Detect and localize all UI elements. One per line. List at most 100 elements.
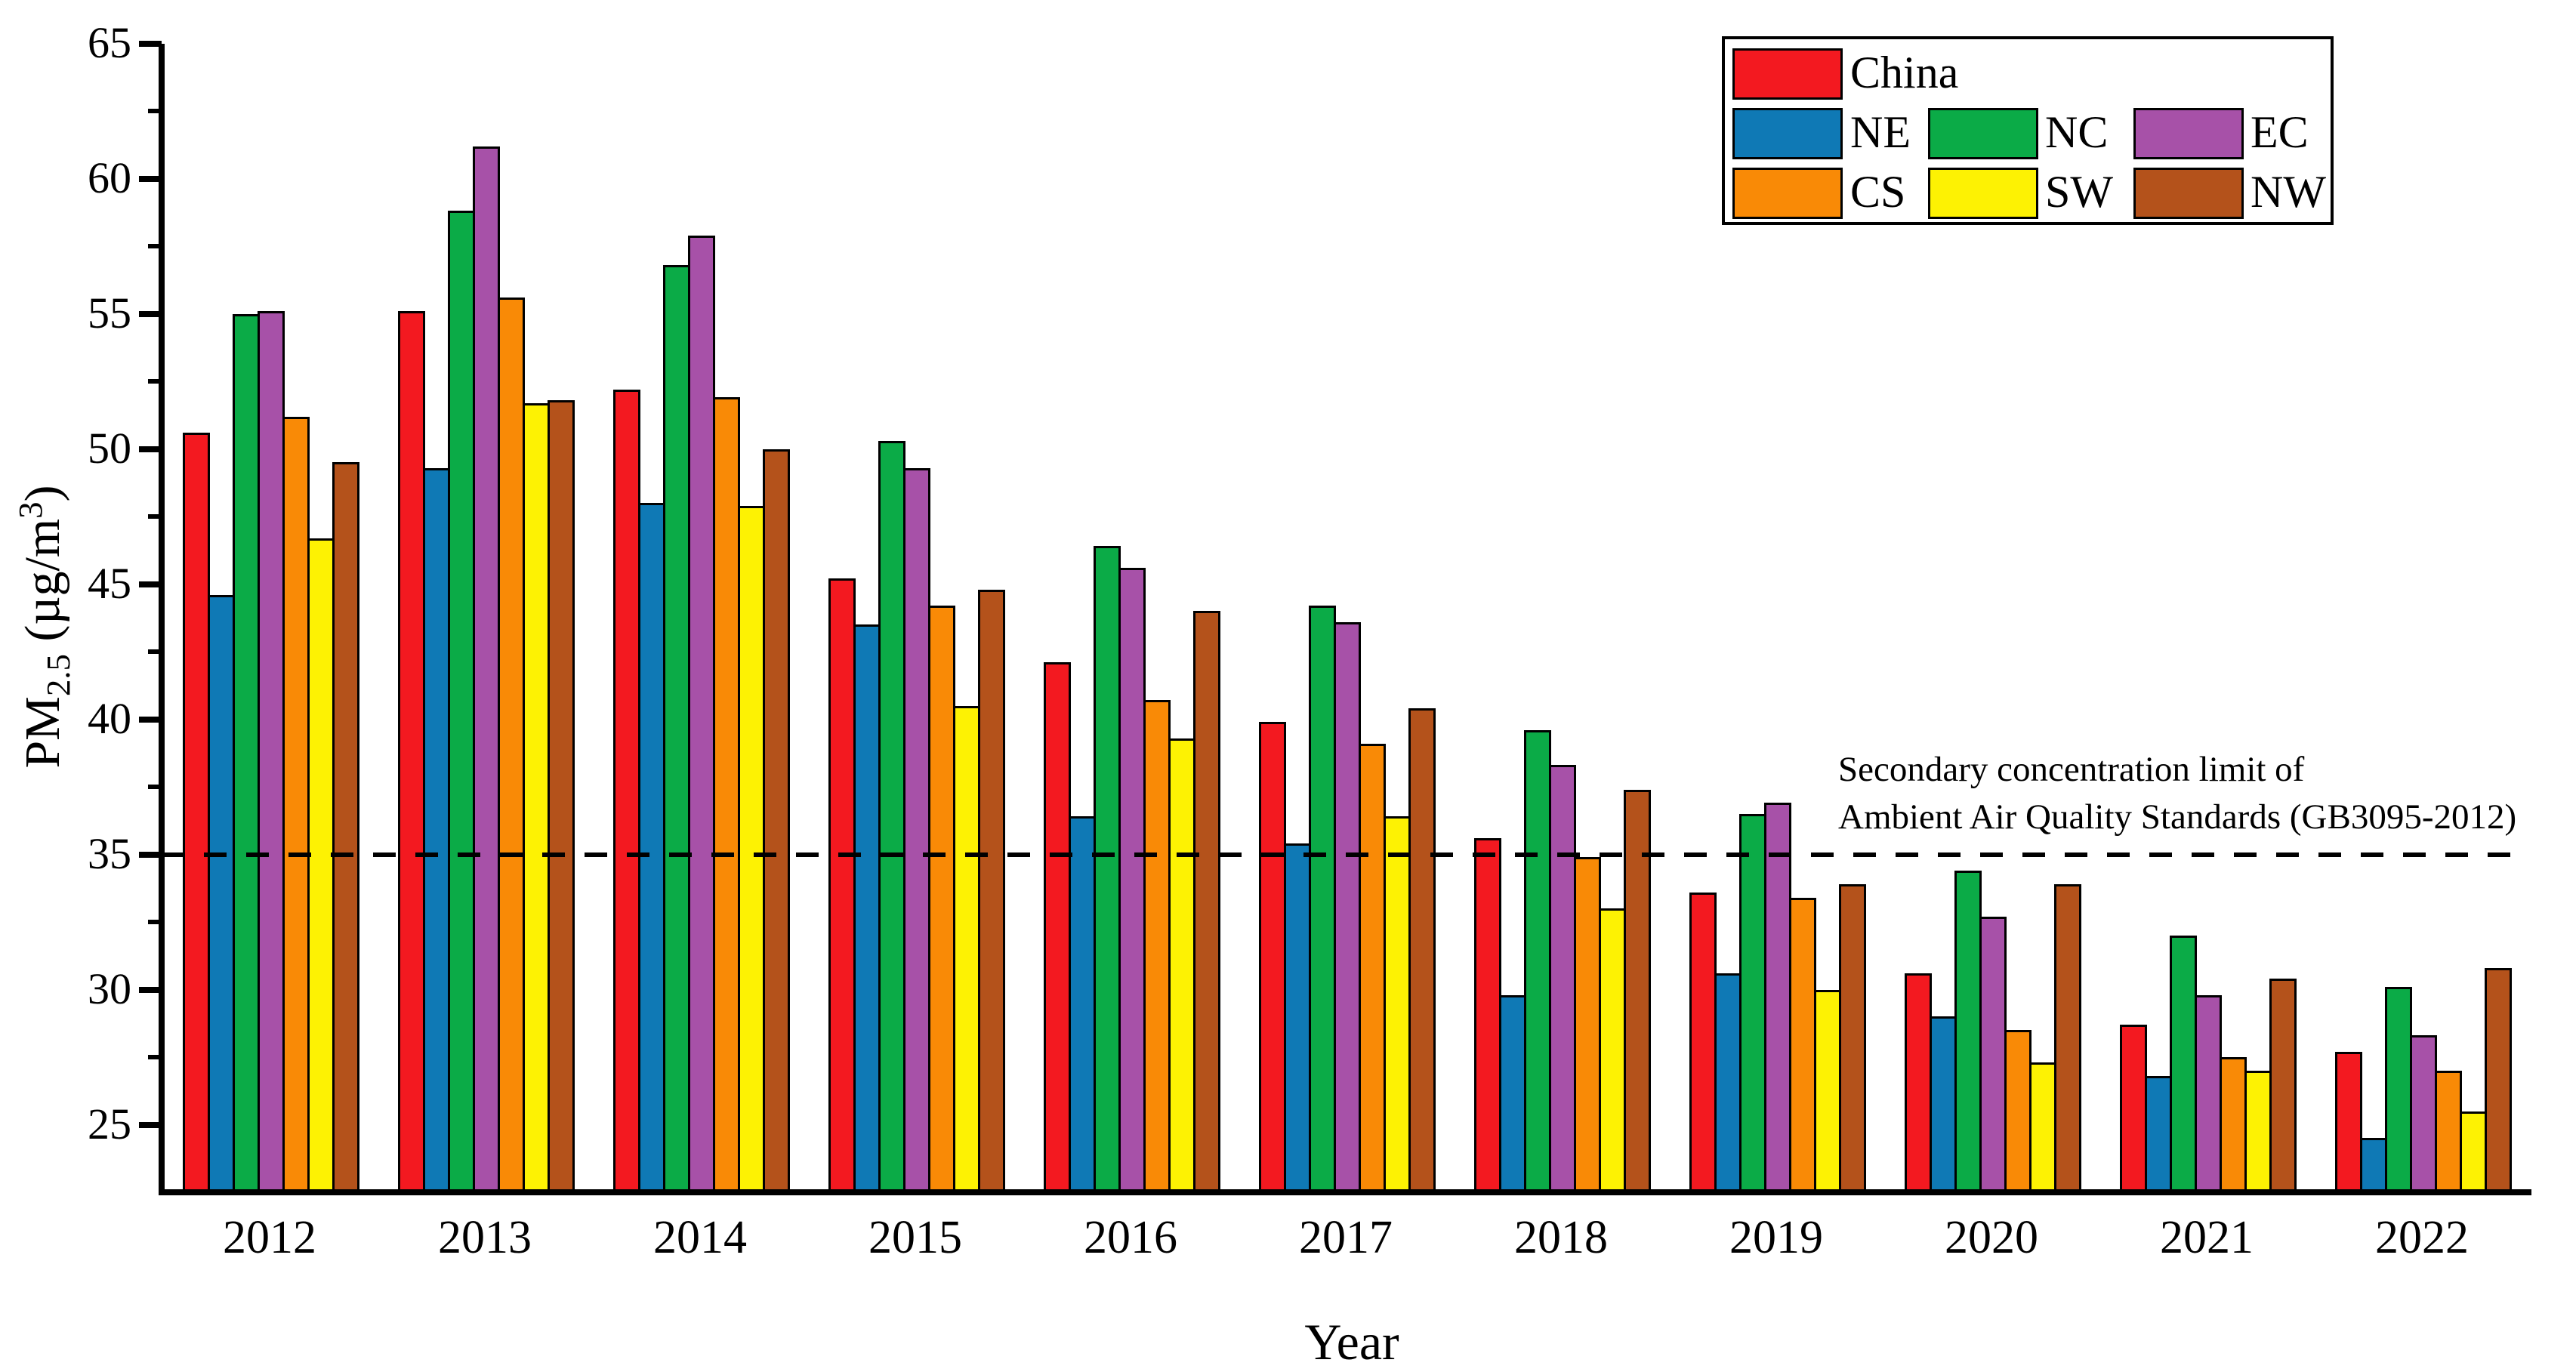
y-title-superscript: 3 xyxy=(11,501,49,519)
bar-2019-NC xyxy=(1738,813,1766,1195)
bar-2019-CS xyxy=(1788,897,1816,1195)
bar-2020-EC xyxy=(1979,916,2007,1195)
bar-2013-CS xyxy=(497,298,525,1195)
y-minor-tick-47.5 xyxy=(148,514,162,519)
bar-2018-CS xyxy=(1573,857,1601,1195)
y-minor-tick-62.5 xyxy=(148,109,162,113)
y-tick-label-30: 30 xyxy=(88,963,131,1013)
bar-2022-CS xyxy=(2434,1070,2462,1195)
bar-2020-CS xyxy=(2004,1030,2031,1195)
y-axis-line xyxy=(159,43,165,1195)
legend: China NE NC EC CS SW NW xyxy=(1722,36,2334,225)
bar-2014-NC xyxy=(662,265,690,1195)
bar-2022-NW xyxy=(2484,967,2512,1195)
legend-swatch-NW xyxy=(2133,168,2244,219)
bar-2012-NC xyxy=(232,313,260,1195)
bar-2017-China xyxy=(1258,722,1286,1195)
bar-2021-NW xyxy=(2269,979,2297,1195)
bar-2015-EC xyxy=(902,467,930,1195)
bar-2015-NW xyxy=(977,589,1005,1195)
bar-2020-SW xyxy=(2028,1062,2056,1195)
y-minor-tick-27.5 xyxy=(148,1055,162,1059)
bar-2022-NC xyxy=(2384,986,2412,1195)
bar-2013-EC xyxy=(472,146,500,1195)
bar-2015-CS xyxy=(927,606,955,1195)
legend-swatch-SW xyxy=(1928,168,2038,219)
legend-label-NC: NC xyxy=(2045,107,2109,157)
bar-2013-NE xyxy=(422,467,450,1195)
legend-label-NW: NW xyxy=(2251,167,2326,217)
bar-2015-NC xyxy=(878,440,905,1195)
x-tick-label-2021: 2021 xyxy=(2160,1212,2254,1263)
y-minor-tick-32.5 xyxy=(148,920,162,924)
bar-2012-EC xyxy=(257,310,285,1195)
bar-2019-China xyxy=(1689,892,1717,1195)
bar-2014-NW xyxy=(762,449,790,1195)
bar-2017-EC xyxy=(1333,621,1361,1195)
bar-2016-NW xyxy=(1192,611,1220,1195)
y-tick-label-35: 35 xyxy=(88,828,131,878)
bar-2015-SW xyxy=(952,705,980,1195)
x-tick-label-2013: 2013 xyxy=(438,1212,532,1263)
y-minor-tick-37.5 xyxy=(148,785,162,789)
x-axis-title: Year xyxy=(1304,1313,1399,1370)
bar-2012-SW xyxy=(307,538,335,1195)
bar-2021-China xyxy=(2119,1025,2147,1195)
x-axis-line xyxy=(159,1189,2531,1195)
bar-2016-EC xyxy=(1118,568,1146,1195)
y-minor-tick-52.5 xyxy=(148,379,162,384)
bar-2022-China xyxy=(2334,1051,2362,1195)
y-major-tick-35 xyxy=(139,851,162,858)
legend-label-SW: SW xyxy=(2045,167,2113,217)
y-tick-label-60: 60 xyxy=(88,153,131,202)
bar-2015-NE xyxy=(853,624,881,1195)
legend-swatch-CS xyxy=(1732,168,1843,219)
bar-2019-NW xyxy=(1838,883,1866,1195)
y-major-tick-55 xyxy=(139,310,162,317)
bar-2017-NE xyxy=(1283,843,1311,1195)
bar-2013-China xyxy=(397,310,425,1195)
bar-2022-SW xyxy=(2459,1111,2487,1195)
bar-2020-NC xyxy=(1954,870,1982,1195)
y-major-tick-65 xyxy=(139,40,162,47)
bar-2018-NW xyxy=(1623,789,1651,1195)
bar-2020-NW xyxy=(2053,883,2081,1195)
y-tick-label-50: 50 xyxy=(88,423,131,473)
y-major-tick-50 xyxy=(139,446,162,452)
y-tick-label-55: 55 xyxy=(88,288,131,338)
annotation-line-2: Ambient Air Quality Standards (GB3095-20… xyxy=(1838,797,2517,837)
legend-label-EC: EC xyxy=(2251,107,2309,157)
x-tick-label-2018: 2018 xyxy=(1514,1212,1608,1263)
bar-2014-CS xyxy=(712,397,740,1195)
bar-2014-China xyxy=(612,389,640,1195)
legend-label-China: China xyxy=(1850,48,1959,97)
bar-2019-SW xyxy=(1813,989,1841,1195)
legend-swatch-NC xyxy=(1928,108,2038,159)
y-tick-label-45: 45 xyxy=(88,558,131,608)
bar-2020-China xyxy=(1904,973,1932,1195)
bar-2018-China xyxy=(1473,838,1501,1195)
bar-2021-SW xyxy=(2244,1070,2272,1195)
annotation-line-1: Secondary concentration limit of xyxy=(1838,750,2305,789)
bar-2016-CS xyxy=(1143,700,1171,1195)
legend-swatch-NE xyxy=(1732,108,1843,159)
x-tick-label-2020: 2020 xyxy=(1945,1212,2038,1263)
y-major-tick-45 xyxy=(139,581,162,587)
bar-2018-NC xyxy=(1523,729,1551,1195)
y-major-tick-25 xyxy=(139,1121,162,1128)
bar-2016-NC xyxy=(1093,546,1121,1195)
bar-2012-NW xyxy=(332,462,359,1195)
bar-2012-CS xyxy=(282,416,310,1195)
y-minor-tick-57.5 xyxy=(148,244,162,248)
y-title-unit-close: ) xyxy=(15,485,70,502)
y-major-tick-60 xyxy=(139,175,162,182)
bar-2014-EC xyxy=(687,235,715,1195)
bar-2018-EC xyxy=(1548,765,1576,1195)
bar-2019-NE xyxy=(1714,973,1741,1195)
y-title-subscript: 2.5 xyxy=(39,654,78,697)
bar-2019-EC xyxy=(1763,803,1791,1195)
bar-2022-EC xyxy=(2409,1035,2437,1195)
y-major-tick-30 xyxy=(139,986,162,993)
x-tick-label-2015: 2015 xyxy=(868,1212,962,1263)
